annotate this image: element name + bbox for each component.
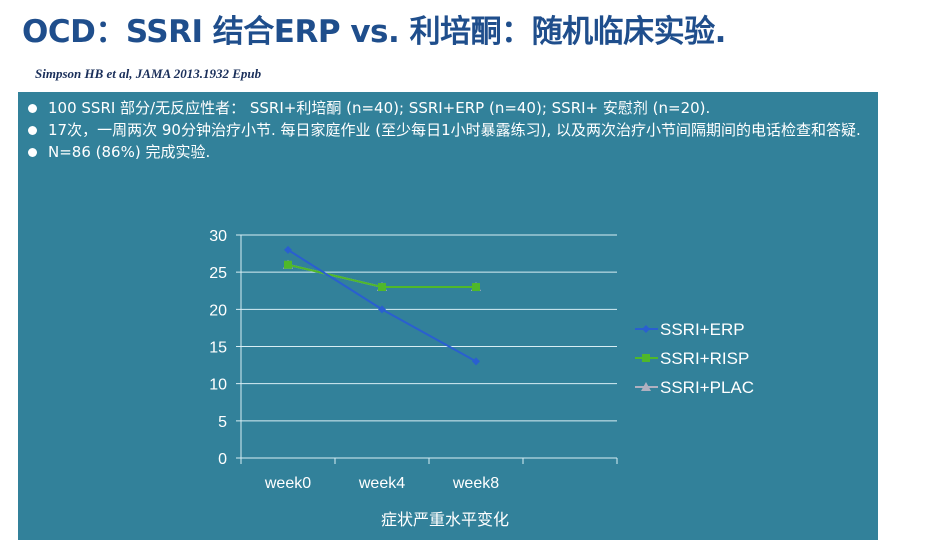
bullet-icon	[28, 104, 37, 113]
y-tick-label: 5	[218, 414, 227, 431]
y-tick-label: 30	[209, 228, 227, 245]
bullet-item: 100 SSRI 部分/无反应性者： SSRI+利培酮 (n=40); SSRI…	[26, 97, 876, 119]
legend-label: SSRI+PLAC	[660, 378, 754, 397]
legend-marker	[641, 382, 651, 391]
data-point	[378, 283, 386, 292]
x-tick-label: week4	[358, 475, 405, 492]
data-point	[472, 357, 480, 366]
legend-marker	[642, 325, 650, 333]
x-tick-label: week8	[452, 475, 499, 492]
bullet-list: 100 SSRI 部分/无反应性者： SSRI+利培酮 (n=40); SSRI…	[26, 97, 876, 163]
y-tick-label: 25	[209, 265, 227, 282]
bullet-item: 17次，一周两次 90分钟治疗小节. 每日家庭作业 (至少每日1小时暴露练习),…	[26, 119, 876, 141]
y-tick-label: 20	[209, 302, 227, 319]
bullet-item: N=86 (86%) 完成实验.	[26, 141, 876, 163]
citation: Simpson HB et al, JAMA 2013.1932 Epub	[35, 66, 262, 81]
y-tick-label: 10	[209, 377, 227, 394]
slide-title: OCD：SSRI 结合ERP vs. 利培酮：随机临床实验.	[22, 14, 726, 50]
data-point	[378, 305, 386, 314]
bullet-text: 17次，一周两次 90分钟治疗小节. 每日家庭作业 (至少每日1小时暴露练习),…	[48, 121, 861, 139]
bullet-text: 100 SSRI 部分/无反应性者： SSRI+利培酮 (n=40); SSRI…	[48, 99, 711, 117]
legend-label: SSRI+ERP	[660, 320, 745, 339]
data-point	[284, 260, 292, 269]
content-panel: 100 SSRI 部分/无反应性者： SSRI+利培酮 (n=40); SSRI…	[18, 92, 878, 540]
bullet-icon	[28, 126, 37, 135]
y-tick-label: 0	[218, 451, 227, 468]
x-tick-label: week0	[264, 475, 311, 492]
bullet-text: N=86 (86%) 完成实验.	[48, 143, 211, 161]
data-point	[472, 283, 480, 292]
bullet-icon	[28, 148, 37, 157]
legend-label: SSRI+RISP	[660, 349, 749, 368]
line-chart: 症状严重水平变化 0 5 10 15 20 25 30 week0 week4 week8 SSRI…	[209, 228, 754, 529]
data-point	[284, 245, 292, 254]
legend-marker	[642, 354, 650, 362]
y-tick-label: 15	[209, 340, 227, 357]
x-axis-title: 症状严重水平变化	[381, 511, 509, 529]
